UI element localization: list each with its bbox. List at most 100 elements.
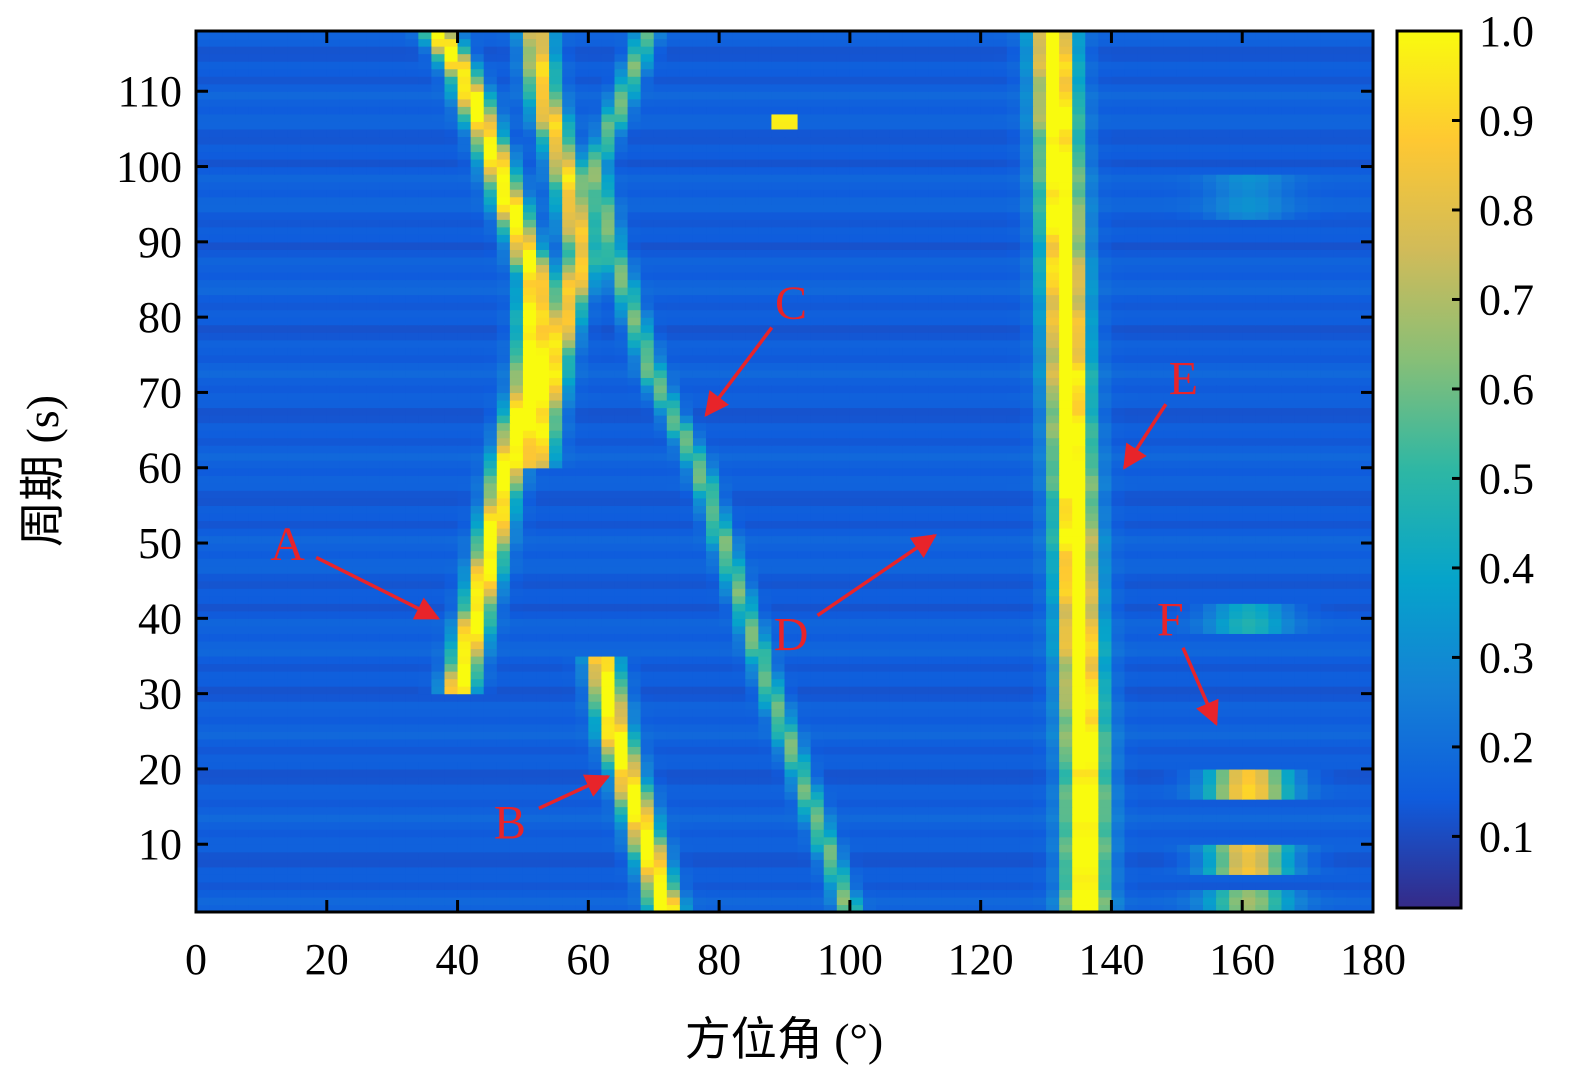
heatmap-cell <box>418 595 432 604</box>
heatmap-cell <box>849 648 864 657</box>
heatmap-cell <box>745 588 759 597</box>
heatmap-cell <box>823 550 838 559</box>
heatmap-cell <box>614 558 629 567</box>
heatmap-cell <box>601 799 616 808</box>
heatmap-cell <box>470 520 485 529</box>
heatmap-cell <box>1006 558 1021 567</box>
heatmap-cell <box>679 896 694 906</box>
heatmap-cell <box>1307 640 1322 650</box>
heatmap-cell <box>536 859 550 868</box>
heatmap-cell <box>392 558 406 567</box>
heatmap-cell <box>1307 829 1322 838</box>
heatmap-cell <box>418 678 432 687</box>
heatmap-cell <box>1189 633 1204 642</box>
heatmap-cell <box>1046 701 1060 710</box>
heatmap-cell <box>1255 859 1269 868</box>
heatmap-cell <box>980 505 995 514</box>
heatmap-cell <box>862 753 877 762</box>
heatmap-cell <box>444 558 459 567</box>
heatmap-cell <box>431 543 446 552</box>
heatmap-cell <box>1359 814 1374 823</box>
heatmap-cell <box>758 610 773 619</box>
heatmap-cell <box>1294 753 1309 762</box>
heatmap-cell <box>823 671 838 680</box>
heatmap-cell <box>653 640 668 650</box>
heatmap-cell <box>954 738 969 747</box>
heatmap-cell <box>1255 573 1269 582</box>
heatmap-cell <box>1359 761 1374 770</box>
heatmap-cell <box>679 505 694 514</box>
heatmap-cell <box>993 550 1008 559</box>
heatmap-cell <box>222 844 236 853</box>
heatmap-cell <box>797 851 812 860</box>
heatmap-cell <box>836 874 851 883</box>
heatmap-cell <box>366 663 380 672</box>
heatmap-cell <box>326 776 341 785</box>
heatmap-cell <box>836 640 851 650</box>
heatmap-cell <box>1346 640 1361 650</box>
heatmap-cell <box>889 625 903 634</box>
heatmap-cell <box>248 851 262 860</box>
heatmap-cell <box>1320 686 1335 695</box>
heatmap-cell <box>431 851 446 860</box>
heatmap-cell <box>653 595 668 604</box>
heatmap-cell <box>1150 558 1165 567</box>
heatmap-cell <box>1046 896 1060 906</box>
heatmap-cell <box>1085 783 1099 793</box>
heatmap-cell <box>536 565 550 574</box>
heatmap-cell <box>196 768 210 778</box>
heatmap-cell <box>1019 512 1034 522</box>
heatmap-cell <box>1307 633 1322 642</box>
heatmap-cell <box>509 701 524 710</box>
heatmap-cell <box>575 655 589 665</box>
heatmap-cell <box>444 565 459 574</box>
heatmap-cell <box>562 678 576 687</box>
heatmap-cell <box>876 874 890 883</box>
heatmap-cell <box>287 731 302 740</box>
heatmap-cell <box>784 896 799 906</box>
heatmap-cell <box>588 723 603 732</box>
heatmap-cell <box>928 904 943 913</box>
heatmap-cell <box>849 753 864 762</box>
heatmap-cell <box>588 821 603 830</box>
heatmap-cell <box>1333 648 1348 657</box>
heatmap-cell <box>993 708 1008 717</box>
heatmap-cell <box>196 595 210 604</box>
heatmap-cell <box>640 768 655 778</box>
heatmap-cell <box>1216 799 1230 808</box>
heatmap-cell <box>287 716 302 725</box>
heatmap-cell <box>379 565 393 574</box>
heatmap-cell <box>1032 723 1047 732</box>
heatmap-cell <box>562 490 576 499</box>
heatmap-cell <box>405 640 419 650</box>
heatmap-cell <box>993 768 1008 778</box>
heatmap-cell <box>522 708 537 717</box>
heatmap-cell <box>849 558 864 567</box>
heatmap-cell <box>745 678 759 687</box>
heatmap-cell <box>1032 543 1047 552</box>
heatmap-cell <box>954 678 969 687</box>
heatmap-cell <box>849 791 864 800</box>
heatmap-cell <box>1111 550 1126 559</box>
heatmap-cell <box>1059 550 1073 559</box>
heatmap-cell <box>222 595 236 604</box>
heatmap-cell <box>444 588 459 597</box>
heatmap-cell <box>967 603 982 612</box>
heatmap-cell <box>418 535 432 544</box>
heatmap-cell <box>261 904 276 913</box>
heatmap-cell <box>366 625 380 634</box>
heatmap-cell <box>222 859 236 868</box>
heatmap-cell <box>287 866 302 875</box>
heatmap-cell <box>483 753 498 762</box>
heatmap-cell <box>483 527 498 537</box>
heatmap-cell <box>902 708 916 717</box>
heatmap-cell <box>1006 543 1021 552</box>
heatmap-cell <box>496 693 511 702</box>
heatmap-cell <box>1320 821 1335 830</box>
heatmap-cell <box>575 550 589 559</box>
heatmap-cell <box>209 821 223 830</box>
heatmap-cell <box>1216 610 1230 619</box>
heatmap-cell <box>274 821 289 830</box>
heatmap-cell <box>483 776 498 785</box>
heatmap-cell <box>562 844 576 853</box>
